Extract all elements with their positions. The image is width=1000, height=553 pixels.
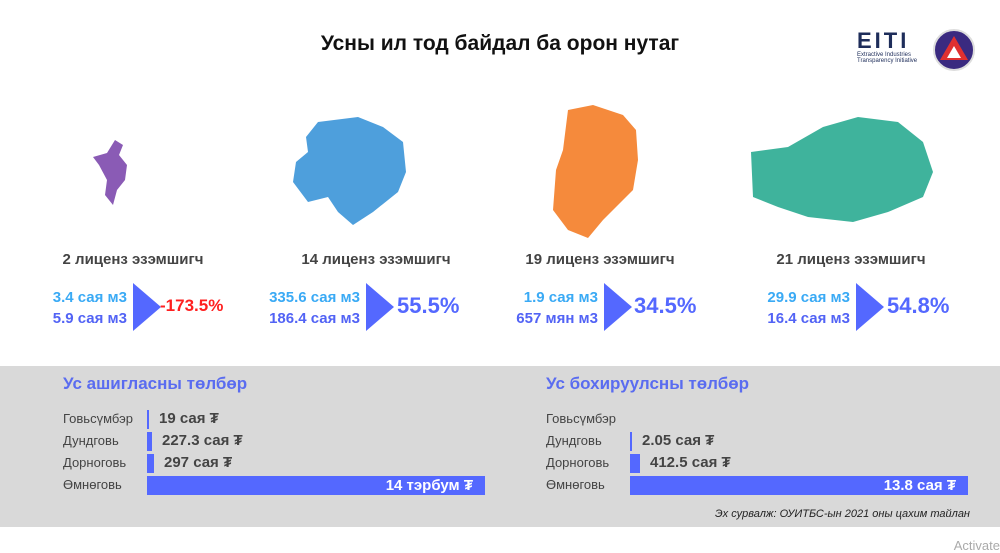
bar-label: Өмнөговь: [546, 477, 605, 492]
bar-row: Дундговь 227.3 сая ₮: [63, 430, 488, 452]
region-licenses: 14 лиценз эзэмшигч: [301, 251, 451, 268]
bar-value: 412.5 сая ₮: [650, 454, 731, 471]
source-note: Эх сурвалж: ОУИТБС-ын 2021 оны цахим тай…: [715, 508, 970, 520]
map-dornogovi: [553, 105, 638, 238]
bar: [630, 432, 632, 451]
region-licenses: 21 лиценз эзэмшигч: [776, 251, 926, 268]
bar-label: Говьсүмбэр: [63, 411, 134, 426]
bar-label: Дорноговь: [63, 455, 127, 470]
bar-value: 14 тэрбум ₮: [385, 477, 473, 494]
bar-row: Говьсүмбэр 19 сая ₮: [63, 408, 488, 430]
bar: [630, 476, 968, 495]
map-umnugovi: [751, 117, 933, 222]
bar: [630, 454, 640, 473]
region-change: -173.5%: [160, 296, 224, 315]
bar-row: Дорноговь 297 сая ₮: [63, 452, 488, 474]
map-dundgovi: [293, 117, 406, 225]
bar-row: Өмнөговь 13.8 сая ₮: [546, 474, 971, 496]
bar: [147, 454, 154, 473]
bar-label: Дундговь: [63, 433, 119, 448]
region-change: 55.5%: [397, 293, 460, 318]
region-values: 29.9 сая м3 16.4 сая м3: [767, 289, 850, 327]
region-values: 335.6 сая м3 186.4 сая м3: [269, 289, 360, 327]
bar: [147, 410, 149, 429]
bar-value: 2.05 сая ₮: [642, 432, 715, 449]
activate-watermark: Activate: [953, 538, 1000, 553]
bar-label: Дорноговь: [546, 455, 610, 470]
bar-row: Өмнөговь 14 тэрбум ₮: [63, 474, 488, 496]
map-govisumber: [93, 140, 127, 205]
region-change: 54.8%: [887, 293, 950, 318]
arrow-icon: [856, 283, 884, 331]
arrow-icon: [366, 283, 394, 331]
usage-fee-title: Ус ашигласны төлбөр: [63, 374, 248, 393]
bar-label: Дундговь: [546, 433, 602, 448]
bar-label: Өмнөговь: [63, 477, 122, 492]
arrow-icon: [604, 283, 632, 331]
eiti-logo: EITI Extractive Industries Transparency …: [857, 28, 918, 65]
emblem-logo: [933, 29, 975, 71]
arrow-icon: [133, 283, 161, 331]
region-change: 34.5%: [634, 293, 697, 318]
pollution-fee-title: Ус бохируулсны төлбөр: [546, 374, 749, 393]
bar-value: 13.8 сая ₮: [883, 477, 956, 494]
bar-value: 19 сая ₮: [159, 410, 219, 427]
region-licenses: 2 лиценз эзэмшигч: [62, 251, 204, 268]
fees-panel: [0, 366, 1000, 527]
bar-row: Дундговь 2.05 сая ₮: [546, 430, 971, 452]
region-values: 1.9 сая м3 657 мян м3: [516, 289, 598, 327]
region-licenses: 19 лиценз эзэмшигч: [525, 251, 675, 268]
bar-label: Говьсүмбэр: [546, 411, 617, 426]
bar-value: 297 сая ₮: [164, 454, 233, 471]
bar: [147, 432, 152, 451]
bar-row: Говьсүмбэр: [546, 408, 971, 430]
bar-row: Дорноговь 412.5 сая ₮: [546, 452, 971, 474]
region-values: 3.4 сая м3 5.9 сая м3: [52, 289, 127, 327]
bar: [147, 476, 485, 495]
bar-value: 227.3 сая ₮: [162, 432, 243, 449]
page-title: Усны ил тод байдал ба орон нутаг: [320, 32, 680, 55]
